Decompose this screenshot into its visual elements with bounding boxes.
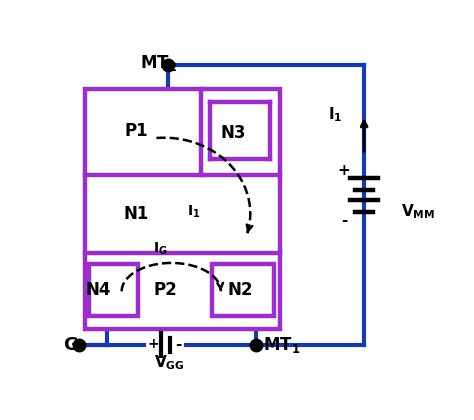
Bar xyxy=(212,264,274,315)
Text: N4: N4 xyxy=(86,281,111,299)
Text: $\mathbf{V_{MM}}$: $\mathbf{V_{MM}}$ xyxy=(401,203,435,221)
Text: N3: N3 xyxy=(221,124,246,142)
Text: P2: P2 xyxy=(154,281,178,299)
Text: N1: N1 xyxy=(124,205,149,223)
Text: +: + xyxy=(147,337,159,352)
Text: -: - xyxy=(175,337,182,352)
Bar xyxy=(89,264,138,315)
Text: $\mathbf{MT_1}$: $\mathbf{MT_1}$ xyxy=(263,335,300,355)
Text: P1: P1 xyxy=(125,122,148,140)
Text: $\mathbf{V_{GG}}$: $\mathbf{V_{GG}}$ xyxy=(154,353,185,372)
Text: +: + xyxy=(337,163,350,178)
Text: $\mathbf{I_G}$: $\mathbf{I_G}$ xyxy=(153,241,168,257)
Text: -: - xyxy=(341,213,347,228)
Text: $\mathbf{I_1}$: $\mathbf{I_1}$ xyxy=(187,204,200,220)
Text: $\mathbf{I_1}$: $\mathbf{I_1}$ xyxy=(328,106,342,124)
Text: $\mathbf{MT_2}$: $\mathbf{MT_2}$ xyxy=(140,53,177,74)
Text: $\mathbf{G}$: $\mathbf{G}$ xyxy=(63,336,78,354)
Bar xyxy=(85,89,280,328)
Text: N2: N2 xyxy=(227,281,253,299)
